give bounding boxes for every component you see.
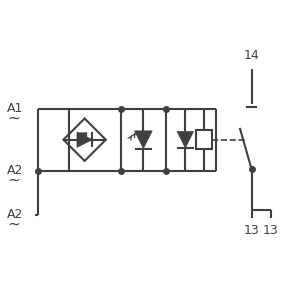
- Text: A2: A2: [7, 208, 24, 221]
- Text: ~: ~: [7, 111, 20, 126]
- Polygon shape: [79, 133, 87, 141]
- Text: ~: ~: [7, 173, 20, 188]
- Polygon shape: [77, 132, 92, 147]
- Text: A2: A2: [7, 164, 24, 177]
- Polygon shape: [134, 131, 152, 148]
- Text: 14: 14: [244, 49, 260, 62]
- Text: 13: 13: [263, 224, 279, 237]
- Text: ~: ~: [7, 217, 20, 232]
- Text: 13: 13: [244, 224, 260, 237]
- Text: A1: A1: [7, 102, 24, 115]
- Polygon shape: [177, 131, 194, 148]
